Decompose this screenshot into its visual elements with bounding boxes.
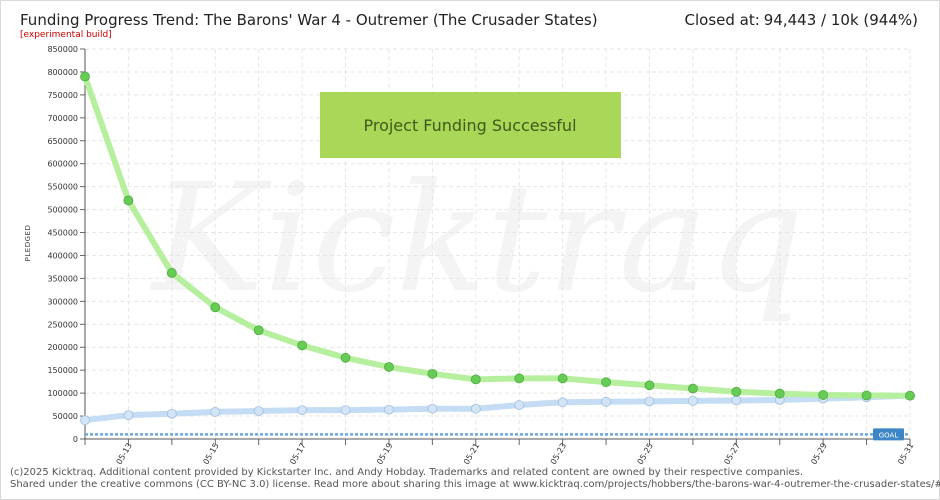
y-tick-label: 700000 <box>47 114 78 123</box>
trend-point <box>253 325 264 336</box>
x-tick-label: 05-19 <box>375 441 394 466</box>
pledged-point <box>557 397 568 408</box>
y-tick-label: 300000 <box>47 297 78 306</box>
y-tick-label: 250000 <box>47 320 78 329</box>
y-tick-label: 450000 <box>47 229 78 238</box>
x-tick-label: 05-15 <box>201 441 220 466</box>
x-tick-label: 05-21 <box>462 441 481 466</box>
pledged-series-line <box>82 392 913 424</box>
trend-point <box>470 374 481 385</box>
trend-point <box>731 386 742 397</box>
y-tick-label: 650000 <box>47 137 78 146</box>
trend-point <box>80 71 90 82</box>
pledged-point <box>210 407 221 417</box>
trend-point <box>297 340 308 351</box>
y-tick-label: 0 <box>73 435 78 444</box>
y-tick-label: 500000 <box>47 206 78 215</box>
trend-point <box>514 373 525 384</box>
goal-badge-label: GOAL <box>879 431 899 439</box>
x-tick-label: 05-23 <box>549 441 568 466</box>
closed-label: Closed at: <box>684 11 760 29</box>
y-tick-label: 750000 <box>47 91 78 100</box>
pledged-point <box>731 395 742 406</box>
footer: (c)2025 Kicktraq. Additional content pro… <box>10 467 940 491</box>
trend-point <box>123 195 134 206</box>
closed-summary: Closed at: 94,443 / 10k (944%) <box>681 11 919 29</box>
pledged-point <box>384 404 394 415</box>
trend-point <box>557 373 568 384</box>
trend-point <box>210 302 221 313</box>
pledged-point <box>687 396 698 406</box>
kicktraq-watermark: Kicktraq <box>149 152 804 326</box>
y-tick-label: 400000 <box>47 251 78 260</box>
y-tick-label: 200000 <box>47 343 78 352</box>
trend-point <box>687 383 698 394</box>
trend-point <box>774 388 785 399</box>
trend-point <box>818 390 829 400</box>
y-tick-label: 50000 <box>53 412 78 421</box>
y-tick-label: 850000 <box>47 45 78 54</box>
pledged-point <box>514 400 525 410</box>
y-tick-label: 550000 <box>47 183 78 192</box>
banner-box <box>320 92 621 158</box>
pledged-point <box>470 403 481 414</box>
x-tick-label: 05-29 <box>809 441 828 466</box>
pledged-point <box>340 405 351 415</box>
trend-point <box>861 390 872 401</box>
pledged-point <box>427 403 438 414</box>
series-group <box>80 71 915 426</box>
funding-banner: Project Funding Successful <box>320 92 621 158</box>
pledged-point <box>123 410 134 421</box>
trend-point <box>644 380 655 391</box>
build-label: [experimental build] <box>20 30 112 40</box>
trend-point <box>166 268 177 278</box>
y-tick-label: 800000 <box>47 68 78 77</box>
x-tick-label: 05-13 <box>115 441 134 466</box>
y-axis-label: PLEDGED <box>24 225 32 262</box>
trend-point <box>340 352 351 363</box>
x-tick-label: 05-17 <box>288 441 307 466</box>
y-tick-label: 100000 <box>47 389 78 398</box>
x-tick-label: 05-25 <box>636 441 655 466</box>
pledged-point <box>166 408 177 419</box>
pledged-point <box>601 396 611 407</box>
x-tick-label: 05-31 <box>896 441 915 466</box>
pledged-point <box>297 405 308 415</box>
trend-series-line <box>82 73 913 399</box>
goal-badge <box>873 428 904 441</box>
trend-point <box>601 377 611 388</box>
footer-copyright: (c)2025 Kicktraq. Additional content pro… <box>10 467 804 478</box>
trend-point <box>427 368 438 379</box>
y-tick-label: 150000 <box>47 366 78 375</box>
y-tick-label: 350000 <box>47 274 78 283</box>
pledged-point <box>644 396 655 407</box>
closed-value: 94,443 / 10k (944%) <box>763 11 918 29</box>
pledged-point <box>253 406 264 416</box>
chart-title: Funding Progress Trend: The Barons' War … <box>20 11 598 29</box>
pledged-point <box>80 415 90 426</box>
trend-point <box>384 362 394 372</box>
trend-point <box>905 390 915 401</box>
footer-license: Shared under the creative commons (CC BY… <box>10 479 940 490</box>
y-tick-label: 600000 <box>47 160 78 169</box>
banner-text: Project Funding Successful <box>363 116 576 135</box>
watermark-text: Kicktraq <box>149 152 804 326</box>
goal-line-group: GOAL <box>85 428 910 441</box>
x-tick-label: 05-27 <box>722 441 741 466</box>
